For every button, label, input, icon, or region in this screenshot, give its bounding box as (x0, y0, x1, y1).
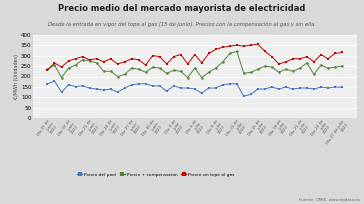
Text: Fuente: OMIE, www.epdata.es: Fuente: OMIE, www.epdata.es (300, 198, 360, 202)
Text: Precio medio del mercado mayorista de electricidad: Precio medio del mercado mayorista de el… (58, 4, 306, 13)
Y-axis label: €/MWh (Unidades): €/MWh (Unidades) (15, 54, 20, 99)
Legend: Precio del pool, Precio + compensación, Precio sin tope al gas: Precio del pool, Precio + compensación, … (75, 171, 237, 179)
Text: Desde la entrada en vigor del tope al gas (15 de junio). Precios con la compensa: Desde la entrada en vigor del tope al ga… (48, 21, 316, 27)
